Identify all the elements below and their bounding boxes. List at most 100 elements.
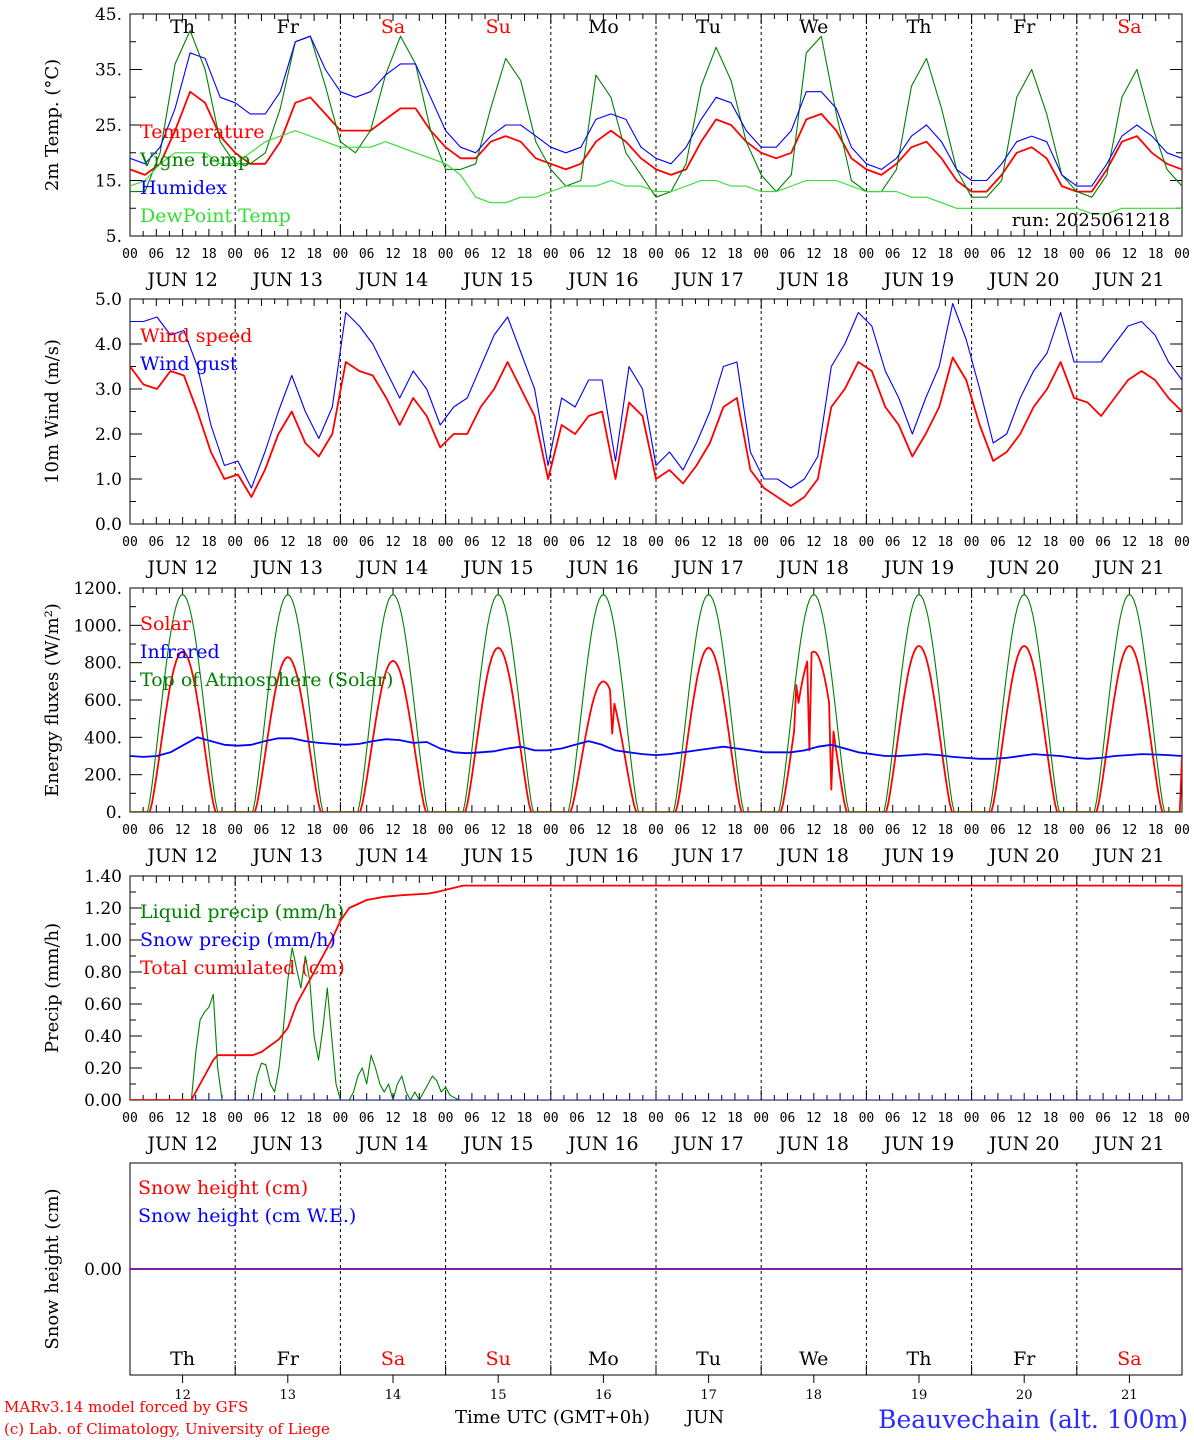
- y-tick-label: 3.0: [95, 380, 122, 400]
- hour-label: 00: [964, 823, 980, 838]
- day-number: 17: [700, 1388, 717, 1403]
- legend-entry: Temperature: [140, 121, 264, 143]
- series-solar: [130, 645, 1182, 812]
- footer-model: MARv3.14 model forced by GFS: [4, 1398, 248, 1416]
- hour-label: 18: [1043, 823, 1059, 838]
- day-name: Sa: [1117, 16, 1141, 38]
- hour-label: 06: [254, 247, 270, 262]
- legend-entry: Top of Atmosphere (Solar): [140, 669, 393, 691]
- day-name: Su: [486, 16, 511, 38]
- date-label: JUN 17: [671, 845, 743, 867]
- hour-label: 06: [148, 247, 164, 262]
- y-tick-label: 25.: [95, 116, 122, 136]
- hour-label: 00: [1069, 1111, 1085, 1126]
- hour-label: 00: [438, 247, 454, 262]
- legend-entry: Total cumulated (cm): [140, 957, 345, 979]
- date-label: JUN 12: [145, 557, 217, 579]
- hour-label: 12: [1122, 823, 1138, 838]
- hour-label: 18: [201, 1111, 217, 1126]
- hour-label: 00: [753, 823, 769, 838]
- legend-entry: Solar: [140, 613, 192, 635]
- hour-label: 12: [806, 535, 822, 550]
- hour-label: 18: [727, 1111, 743, 1126]
- y-tick-label: 4.0: [95, 335, 122, 355]
- hour-label: 12: [806, 247, 822, 262]
- hour-label: 06: [1095, 823, 1111, 838]
- date-label: JUN 20: [987, 269, 1059, 291]
- y-tick-label: 600.: [84, 691, 122, 711]
- hour-label: 12: [280, 1111, 296, 1126]
- y-tick-label: 800.: [84, 654, 122, 674]
- panel-energy: 0. 200. 400. 600. 800. 1000. 1200. Energy fluxe…: [42, 579, 1190, 867]
- y-axis-title: 2m Temp. (°C): [42, 59, 63, 191]
- day-number: 19: [911, 1388, 928, 1403]
- hour-label: 06: [780, 823, 796, 838]
- y-tick-label: 0.40: [84, 1027, 122, 1047]
- hour-label: 18: [1043, 535, 1059, 550]
- day-number: 18: [806, 1388, 823, 1403]
- hour-label: 18: [622, 247, 638, 262]
- date-label: JUN 19: [882, 557, 954, 579]
- hour-label: 12: [911, 1111, 927, 1126]
- legend-entry: Snow precip (mm/h): [140, 929, 336, 951]
- date-label: JUN 14: [356, 1133, 428, 1155]
- series-wind-gust: [130, 302, 1182, 489]
- series-group: [130, 302, 1182, 507]
- hour-label: 12: [1016, 1111, 1032, 1126]
- hour-label: 18: [306, 247, 322, 262]
- hour-label: 00: [122, 247, 138, 262]
- hour-label: 06: [885, 247, 901, 262]
- date-label: JUN 20: [987, 845, 1059, 867]
- y-tick-label: 0.60: [84, 995, 122, 1015]
- hour-label: 18: [517, 823, 533, 838]
- hour-label: 12: [596, 247, 612, 262]
- hour-label: 00: [543, 1111, 559, 1126]
- hour-label: 06: [990, 823, 1006, 838]
- hour-label: 12: [175, 823, 191, 838]
- date-label: JUN 17: [671, 1133, 743, 1155]
- date-label: JUN 15: [461, 269, 533, 291]
- day-name: Su: [486, 1348, 511, 1370]
- day-name: Tu: [696, 1348, 721, 1370]
- hour-label: 18: [937, 247, 953, 262]
- legend-entry: DewPoint Temp: [140, 205, 291, 227]
- hour-label: 00: [438, 1111, 454, 1126]
- hour-label: 18: [832, 247, 848, 262]
- date-label: JUN 15: [461, 1133, 533, 1155]
- date-label: JUN 16: [566, 557, 638, 579]
- hour-label: 12: [280, 823, 296, 838]
- hour-label: 18: [727, 247, 743, 262]
- hour-label: 06: [464, 1111, 480, 1126]
- series-wind-speed: [130, 356, 1182, 507]
- y-tick-label: 0.00: [84, 1260, 122, 1280]
- y-tick-label: 0.00: [84, 1091, 122, 1111]
- hour-label: 06: [990, 247, 1006, 262]
- hour-label: 00: [543, 823, 559, 838]
- hour-label: 18: [1148, 535, 1164, 550]
- hour-label: 12: [701, 247, 717, 262]
- hour-label: 00: [1174, 247, 1190, 262]
- day-name: Tu: [696, 16, 721, 38]
- hour-label: 00: [1174, 823, 1190, 838]
- day-name: Th: [907, 1348, 932, 1370]
- hour-label: 18: [937, 1111, 953, 1126]
- hour-label: 12: [701, 535, 717, 550]
- y-tick-label: 5.: [106, 227, 122, 247]
- hour-label: 06: [359, 247, 375, 262]
- date-label: JUN 18: [777, 1133, 849, 1155]
- date-label: JUN 18: [777, 845, 849, 867]
- hour-label: 12: [596, 535, 612, 550]
- y-axis-title: 10m Wind (m/s): [42, 339, 63, 484]
- hour-label: 18: [1148, 823, 1164, 838]
- y-tick-label: 2.0: [95, 425, 122, 445]
- hour-label: 00: [227, 1111, 243, 1126]
- hour-label: 06: [990, 1111, 1006, 1126]
- hour-label: 00: [333, 247, 349, 262]
- hour-label: 18: [306, 823, 322, 838]
- hour-label: 06: [1095, 1111, 1111, 1126]
- date-label: JUN 15: [461, 557, 533, 579]
- hour-label: 06: [148, 535, 164, 550]
- hour-label: 12: [1122, 535, 1138, 550]
- panel-snow: 0.00 Snow height (cm) Th Fr Sa Su Mo Tu We Th Fr Sa…: [42, 1162, 1183, 1403]
